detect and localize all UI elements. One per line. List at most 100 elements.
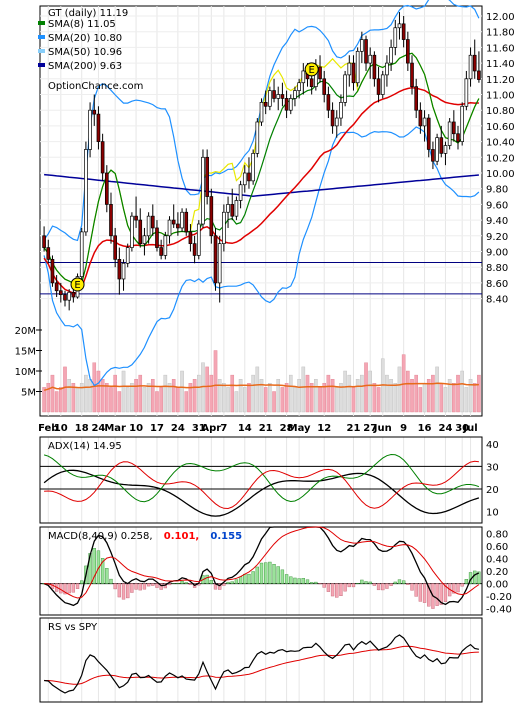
legend-label: SMA(20) 10.80	[48, 33, 122, 44]
candle-body	[171, 219, 176, 225]
macd-histogram-bar	[167, 583, 172, 586]
macd-tick-label: -0.20	[486, 592, 512, 603]
macd-histogram-bar	[259, 562, 264, 584]
candle-body	[79, 231, 84, 277]
volume-bar	[259, 379, 264, 413]
volume-bar	[100, 379, 105, 413]
legend-swatch	[38, 63, 45, 67]
candle-body	[209, 196, 214, 237]
volume-bar	[314, 379, 318, 413]
rs-line	[44, 634, 480, 694]
candle-body	[263, 101, 268, 107]
macd-histogram-bar	[264, 562, 268, 584]
volume-bar	[443, 387, 448, 413]
macd-histogram-bar	[71, 583, 76, 593]
candle-body	[272, 90, 276, 99]
candle-body	[222, 211, 226, 244]
date-label: Feb	[38, 423, 58, 434]
volume-bar	[372, 383, 377, 413]
macd-histogram-bar	[473, 570, 477, 584]
candle-body	[472, 54, 477, 72]
candle-body	[443, 145, 448, 154]
volume-bar	[205, 366, 209, 413]
volume-bar	[54, 391, 59, 413]
candle-body	[46, 247, 51, 260]
candle-body	[339, 101, 343, 119]
macd-histogram-bar	[180, 580, 184, 584]
date-label: 21	[347, 423, 361, 434]
price-tick-label: 8.80	[486, 263, 508, 274]
volume-bar	[59, 387, 63, 413]
candle-body	[343, 74, 347, 103]
macd-histogram-bar	[301, 578, 305, 584]
volume-bar	[351, 387, 356, 413]
macd-histogram-bar	[297, 578, 301, 584]
candle-body	[372, 54, 377, 80]
candle-body	[410, 62, 414, 87]
volume-bar	[334, 387, 339, 413]
date-label: 24	[171, 423, 185, 434]
candle-body	[418, 109, 423, 127]
macd-histogram-bar	[238, 576, 243, 584]
candle-body	[376, 78, 381, 95]
candle-body	[192, 243, 197, 256]
volume-bar	[88, 379, 92, 413]
candle-body	[205, 156, 209, 197]
volume-bar	[109, 387, 113, 413]
price-tick-label: 11.60	[486, 43, 515, 54]
volume-bar	[163, 374, 168, 413]
macd-histogram-bar	[464, 579, 469, 584]
adx-tick-label: 30	[486, 462, 499, 473]
macd-histogram-bar	[247, 573, 251, 584]
volume-bar	[184, 391, 189, 413]
macd-histogram-bar	[272, 564, 276, 584]
date-label: 10	[129, 423, 143, 434]
volume-bar	[330, 379, 335, 413]
volume-bar	[188, 383, 193, 413]
macd-signal-value: 0.101,	[164, 531, 199, 542]
macd-histogram-bar	[126, 583, 130, 599]
volume-bar	[297, 379, 301, 413]
macd-histogram-bar	[326, 583, 331, 592]
volume-tick-label: 10M	[15, 367, 36, 378]
candle-body	[368, 54, 373, 64]
macd-signal-line	[44, 526, 480, 599]
date-label: 28	[280, 423, 294, 434]
macd-panel: MACD(8,40,9) 0.258, 0.101, 0.155 0.80 0.6…	[39, 526, 512, 616]
volume-bar	[121, 370, 126, 413]
price-tick-label: 9.80	[486, 185, 508, 196]
macd-histogram-bar	[452, 583, 456, 594]
volume-bar	[376, 387, 381, 413]
volume-bar	[385, 374, 389, 413]
volume-bar	[360, 374, 364, 413]
date-label: 31	[192, 423, 206, 434]
volume-bar	[67, 379, 71, 413]
macd-histogram-bar	[218, 583, 222, 590]
earnings-label: E	[74, 280, 80, 291]
volume-bar	[472, 383, 477, 413]
candle-body	[150, 215, 155, 229]
macd-histogram-bar	[460, 583, 464, 587]
candle-body	[464, 78, 469, 107]
candle-body	[259, 101, 264, 123]
svg-text:MACD(8,40,9) 0.258, 0.10: MACD(8,40,9) 0.258, 0.101, 0.155	[48, 531, 242, 542]
macd-histogram-bar	[310, 582, 314, 584]
date-label: 10	[54, 423, 68, 434]
candle-body	[301, 70, 306, 84]
candle-body	[439, 137, 444, 154]
candle-body	[142, 235, 147, 245]
volume-bar	[42, 387, 46, 413]
macd-histogram-bar	[393, 581, 397, 584]
volume-bar	[477, 374, 481, 413]
macd-histogram-bar	[305, 579, 310, 584]
volume-bar	[238, 379, 243, 413]
volume-bar	[151, 379, 155, 413]
macd-histogram-bar	[427, 583, 431, 607]
candle-body	[217, 243, 222, 284]
macd-tick-label: 0.00	[486, 580, 508, 591]
macd-histogram-bar	[230, 581, 234, 584]
volume-bar	[134, 379, 138, 413]
volume-bar	[79, 383, 84, 413]
volume-bar	[393, 383, 398, 413]
